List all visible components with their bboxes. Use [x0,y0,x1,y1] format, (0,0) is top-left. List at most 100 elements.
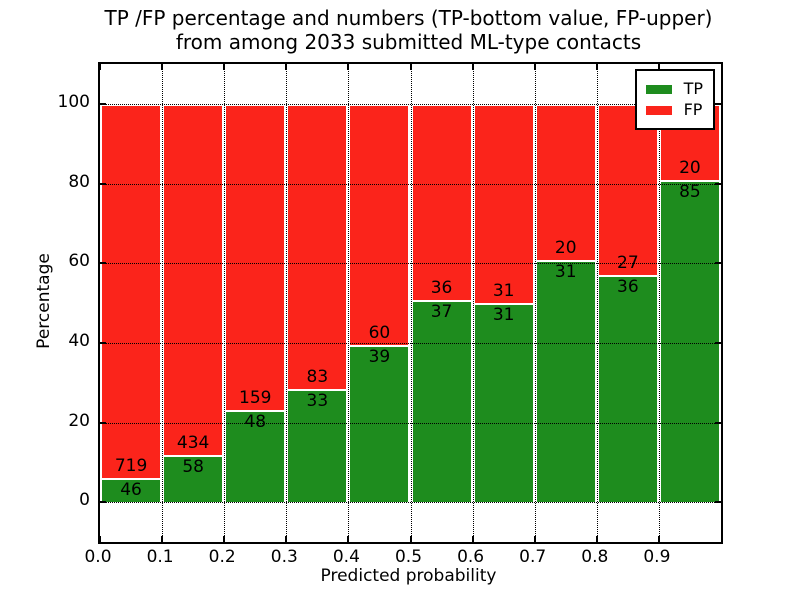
bar-segment-fp [410,103,473,301]
y-axis-label: Percentage [34,253,54,349]
bar-segment-fp [472,103,535,303]
gridline-vertical [224,64,226,542]
bar-label-fp: 20 [679,157,701,178]
x-tick-mark [161,536,164,542]
x-tick-mark [347,536,350,542]
legend-row-tp: TP [645,79,703,98]
bar-label-tp: 36 [617,276,639,297]
y-tick-mark [100,501,106,504]
bar-segment-tp [162,455,225,503]
gridline-vertical [348,64,350,542]
bar-label-fp: 31 [492,281,515,301]
x-tick-mark [161,64,164,70]
gridline-vertical [596,64,598,542]
bar-labels-layer: 719 46 434 58 159 48 83 33 60 39 36 37 31 31 20 31 27 36 2… [100,64,721,542]
bar-label-fp: 159 [239,387,272,408]
legend-swatch-tp [645,84,672,94]
y-tick-mark [715,501,721,504]
bar-label-tp: 46 [120,480,142,501]
bar-label-fp: 434 [176,433,210,454]
bar-label-tp: 37 [430,302,453,323]
bar-segment-fp [534,103,597,261]
x-tick-mark [347,64,350,70]
x-tick-label: 0.7 [519,547,547,567]
x-tick-label: 0.2 [208,547,236,567]
bar-segment-tp [224,409,287,503]
y-tick-mark [715,341,721,344]
y-tick-label: 100 [57,91,90,112]
x-tick-label: 0.4 [332,547,360,567]
y-tick-mark [715,262,721,265]
x-tick-mark [595,64,598,70]
x-tick-mark [657,64,660,70]
bar-segment-tp [596,274,659,503]
x-tick-label: 0.8 [581,547,609,567]
y-tick-mark [100,182,106,185]
bar-segment-fp [162,103,225,456]
x-tick-label: 0.3 [270,547,298,567]
legend-swatch-fp [645,105,672,115]
bars-layer [100,64,721,542]
x-tick-label: 0.9 [643,547,671,567]
x-tick-mark [409,64,412,70]
x-tick-mark [595,536,598,542]
bar-label-tp: 33 [306,390,329,411]
x-tick-mark [99,64,101,70]
y-tick-label: 40 [68,330,90,351]
y-tick-mark [715,421,721,424]
gridline-vertical [472,64,474,542]
bar-label-fp: 83 [306,366,329,387]
bar-segment-tp [348,345,411,503]
gridline-vertical [534,64,536,542]
y-tick-label: 60 [68,251,90,272]
gridline-vertical [658,64,660,542]
y-tick-mark [715,102,721,105]
y-tick-mark [100,421,106,424]
bar-label-fp: 27 [617,252,639,273]
x-tick-mark [409,536,412,542]
y-tick-label: 20 [68,410,90,431]
legend-label-tp: TP [683,79,703,98]
ticks-layer [99,64,721,542]
y-tick-mark [715,182,721,185]
x-tick-label: 0.6 [457,547,485,567]
gridline-vertical [410,64,412,542]
bar-segment-fp [286,103,349,389]
chart-title: TP /FP percentage and numbers (TP-bottom… [98,6,719,54]
bar-label-tp: 31 [492,305,515,325]
bar-segment-tp [472,303,535,503]
bar-segment-fp [596,103,659,275]
x-tick-mark [99,536,101,542]
x-tick-mark [223,536,226,542]
gridline-vertical [286,64,288,542]
bar-label-tp: 85 [679,181,701,202]
legend-row-fp: FP [645,101,703,119]
chart-title-line2: from among 2033 submitted ML-type contac… [175,30,642,54]
bar-label-tp: 39 [368,347,391,368]
chart-title-line1: TP /FP percentage and numbers (TP-bottom… [104,6,713,30]
x-tick-mark [533,536,536,542]
y-tick-mark [100,341,106,344]
bar-label-fp: 20 [554,238,577,259]
x-tick-mark [533,64,536,70]
plot-area: 719 46 434 58 159 48 83 33 60 39 36 37 31 31 20 31 27 36 2… [98,62,723,544]
x-tick-mark [471,536,474,542]
bar-segment-tp [534,260,597,503]
bar-segment-tp [658,179,721,503]
bar-segment-tp [100,478,163,503]
bar-label-tp: 48 [244,411,267,432]
bar-label-tp: 58 [182,457,204,478]
x-tick-label: 0.1 [146,547,174,567]
bar-segment-fp [100,103,163,479]
bar-segment-tp [286,388,349,503]
y-tick-label: 0 [79,490,90,511]
bar-segment-tp [410,300,473,503]
x-tick-mark [285,536,288,542]
x-tick-mark [285,64,288,70]
y-tick-label: 80 [68,171,90,192]
x-tick-label: 0.0 [84,547,112,567]
x-tick-mark [471,64,474,70]
x-axis-label: Predicted probability [320,566,497,586]
gridline-vertical [162,64,164,542]
